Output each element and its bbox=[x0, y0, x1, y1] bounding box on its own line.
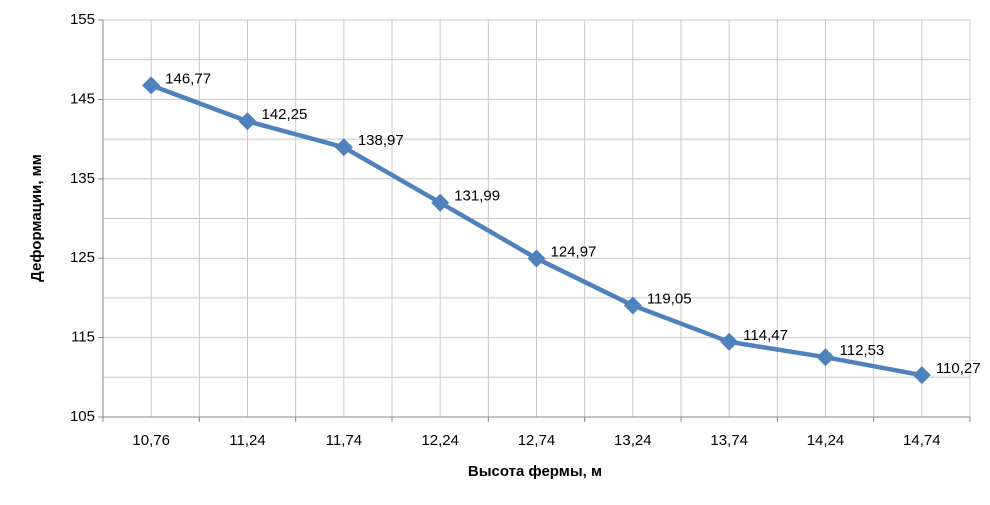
data-label: 112,53 bbox=[840, 342, 885, 359]
data-label: 131,99 bbox=[454, 188, 500, 205]
data-point bbox=[238, 112, 257, 131]
x-tick-label: 13,24 bbox=[614, 432, 652, 449]
y-tick-label: 105 bbox=[70, 408, 95, 425]
data-label: 124,97 bbox=[551, 243, 597, 260]
data-point bbox=[142, 76, 161, 95]
x-tick-label: 10,76 bbox=[132, 432, 170, 449]
x-tick-label: 14,74 bbox=[903, 432, 941, 449]
y-tick-label: 145 bbox=[70, 90, 95, 107]
y-tick-label: 125 bbox=[70, 249, 95, 266]
data-label: 110,27 bbox=[936, 360, 981, 377]
y-axis-title: Деформации, мм bbox=[28, 154, 45, 282]
data-label: 142,25 bbox=[262, 106, 308, 123]
data-point bbox=[623, 296, 642, 315]
data-point bbox=[912, 366, 931, 385]
data-label: 119,05 bbox=[647, 290, 692, 307]
data-label: 114,47 bbox=[743, 327, 788, 344]
y-tick-label: 115 bbox=[71, 329, 95, 346]
data-label: 138,97 bbox=[358, 132, 404, 149]
x-tick-label: 11,74 bbox=[326, 432, 362, 449]
y-tick-label: 155 bbox=[70, 11, 95, 28]
x-tick-label: 13,74 bbox=[710, 432, 748, 449]
x-tick-label: 12,74 bbox=[518, 432, 556, 449]
data-point bbox=[816, 348, 835, 367]
x-tick-label: 11,24 bbox=[229, 432, 265, 449]
y-tick-label: 135 bbox=[70, 170, 95, 187]
data-point bbox=[720, 332, 739, 351]
data-point bbox=[334, 138, 353, 157]
data-point bbox=[431, 193, 450, 212]
x-tick-label: 12,24 bbox=[421, 432, 459, 449]
x-tick-label: 14,24 bbox=[807, 432, 845, 449]
x-axis-title: Высота фермы, м bbox=[468, 463, 602, 480]
data-point bbox=[527, 249, 546, 268]
data-label: 146,77 bbox=[165, 70, 211, 87]
